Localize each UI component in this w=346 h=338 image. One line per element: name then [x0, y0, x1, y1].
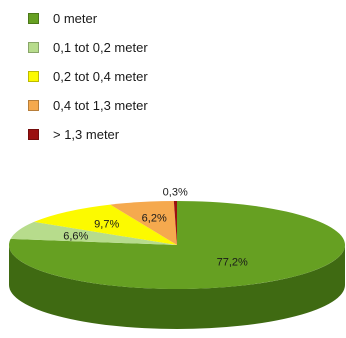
legend-label: > 1,3 meter [53, 127, 120, 142]
legend-swatch [28, 100, 39, 111]
legend-swatch [28, 129, 39, 140]
slice-0-4-tot-1-3-meter [110, 201, 177, 245]
slice-label-over-1-3-meter: 0,3% [163, 187, 188, 199]
slice-label-0-meter: 77,2% [217, 257, 248, 269]
legend-label: 0 meter [53, 11, 98, 26]
legend-item-over-1-3-meter: > 1,3 meter [28, 120, 148, 149]
pie-depth [9, 245, 345, 329]
legend-label: 0,4 tot 1,3 meter [53, 98, 148, 113]
legend-item-0-meter: 0 meter [28, 4, 148, 33]
legend-swatch [28, 42, 39, 53]
legend: 0 meter 0,1 tot 0,2 meter 0,2 tot 0,4 me… [28, 4, 148, 149]
slice-0-meter [9, 201, 346, 290]
legend-swatch [28, 13, 39, 24]
slice-0-1-tot-0-2-meter [10, 221, 178, 245]
legend-item-0-1-tot-0-2-meter: 0,1 tot 0,2 meter [28, 33, 148, 62]
legend-label: 0,2 tot 0,4 meter [53, 69, 148, 84]
legend-swatch [28, 71, 39, 82]
slice-1-3-meter [173, 201, 177, 245]
slice-label-0-4-tot-1-3-meter: 6,2% [142, 213, 167, 225]
pie-top [9, 201, 346, 290]
legend-label: 0,1 tot 0,2 meter [53, 40, 148, 55]
pie-labels: 77,2% 6,6% 9,7% 6,2% 0,3% [63, 187, 248, 269]
legend-item-0-2-tot-0-4-meter: 0,2 tot 0,4 meter [28, 62, 148, 91]
slice-label-0-2-tot-0-4-meter: 9,7% [94, 219, 119, 231]
slice-label-0-1-tot-0-2-meter: 6,6% [63, 231, 88, 243]
legend-item-0-4-tot-1-3-meter: 0,4 tot 1,3 meter [28, 91, 148, 120]
slice-0-2-tot-0-4-meter [34, 204, 177, 245]
slice-side-0-meter [9, 245, 345, 329]
